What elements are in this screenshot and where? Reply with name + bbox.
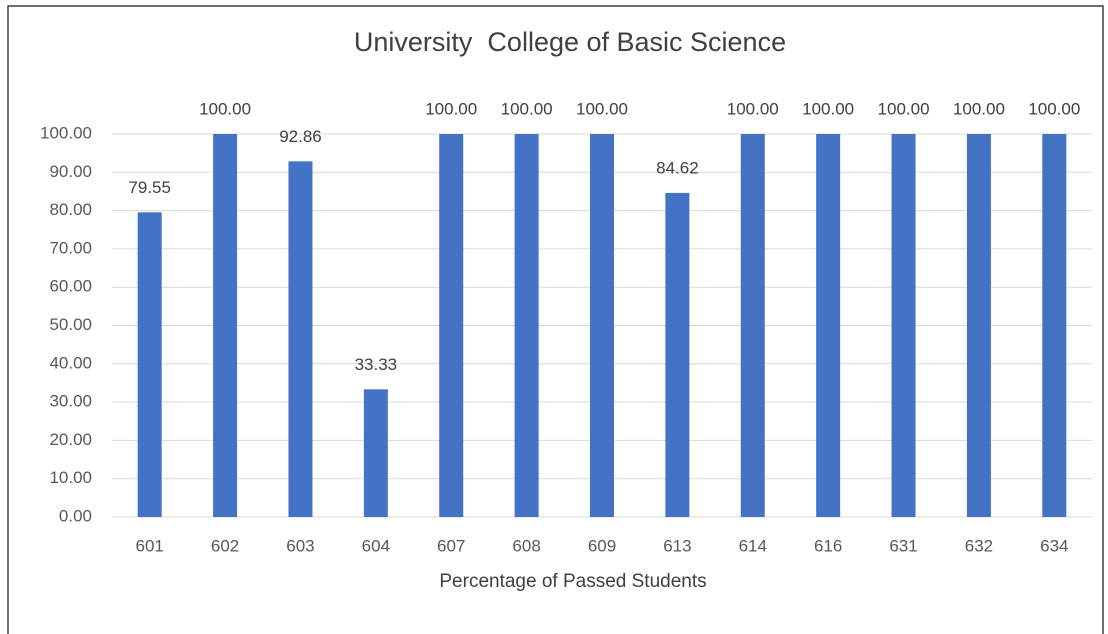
y-tick-label: 10.00: [49, 468, 92, 487]
y-tick-label: 50.00: [49, 315, 92, 334]
chart-title: University College of Basic Science: [354, 27, 786, 57]
bar: [590, 134, 614, 517]
bar: [213, 134, 238, 517]
data-label: 100.00: [878, 99, 930, 118]
x-tick-label: 634: [1040, 536, 1068, 555]
y-tick-label: 40.00: [49, 353, 92, 372]
data-label: 79.55: [128, 178, 171, 197]
bar: [514, 134, 539, 517]
y-tick-label: 20.00: [49, 430, 92, 449]
bar: [740, 134, 765, 517]
x-tick-label: 603: [286, 536, 314, 555]
data-label: 92.86: [279, 127, 322, 146]
x-tick-label: 601: [136, 536, 164, 555]
x-tick-label: 609: [588, 536, 616, 555]
y-tick-label: 90.00: [49, 162, 92, 181]
data-label: 100.00: [576, 99, 628, 118]
bar: [288, 161, 313, 518]
data-label: 33.33: [355, 355, 398, 374]
y-tick-label: 100.00: [40, 123, 92, 142]
bar: [816, 134, 841, 517]
y-tick-label: 60.00: [49, 277, 92, 296]
x-tick-label: 631: [889, 536, 917, 555]
chart-frame: [7, 5, 1104, 634]
bar: [137, 212, 162, 518]
data-label: 100.00: [501, 99, 553, 118]
x-tick-label: 604: [362, 536, 390, 555]
y-tick-label: 0.00: [59, 506, 92, 525]
data-label: 100.00: [802, 99, 854, 118]
x-tick-label: 613: [663, 536, 691, 555]
bar: [1042, 134, 1067, 517]
y-tick-label: 30.00: [49, 392, 92, 411]
x-tick-label: 608: [512, 536, 540, 555]
data-label: 100.00: [727, 99, 779, 118]
bar: [891, 134, 916, 517]
y-tick-label: 80.00: [49, 200, 92, 219]
x-tick-label: 616: [814, 536, 842, 555]
data-label: 100.00: [425, 99, 477, 118]
x-axis-title: Percentage of Passed Students: [439, 571, 706, 592]
data-label: 84.62: [656, 158, 699, 177]
x-tick-label: 614: [739, 536, 767, 555]
y-tick-label: 70.00: [49, 238, 92, 257]
x-tick-label: 607: [437, 536, 465, 555]
x-tick-label: 632: [965, 536, 993, 555]
bar: [966, 134, 991, 517]
bar: [439, 134, 464, 517]
data-label: 100.00: [1028, 99, 1080, 118]
data-label: 100.00: [953, 99, 1005, 118]
bar: [665, 192, 690, 517]
bar: [363, 389, 388, 517]
data-label: 100.00: [199, 99, 251, 118]
x-tick-label: 602: [211, 536, 239, 555]
